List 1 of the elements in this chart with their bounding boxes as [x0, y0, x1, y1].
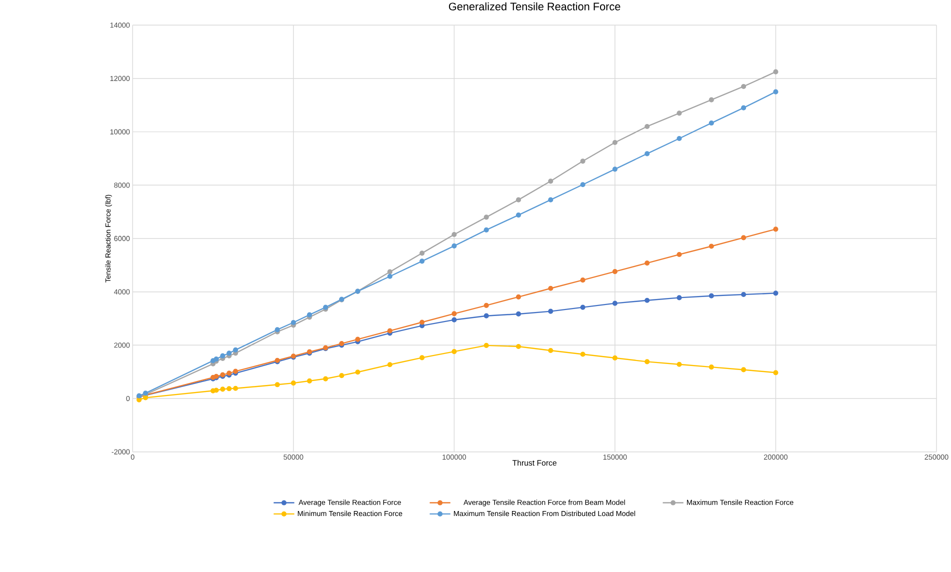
chart-title: Generalized Tensile Reaction Force [448, 2, 620, 10]
